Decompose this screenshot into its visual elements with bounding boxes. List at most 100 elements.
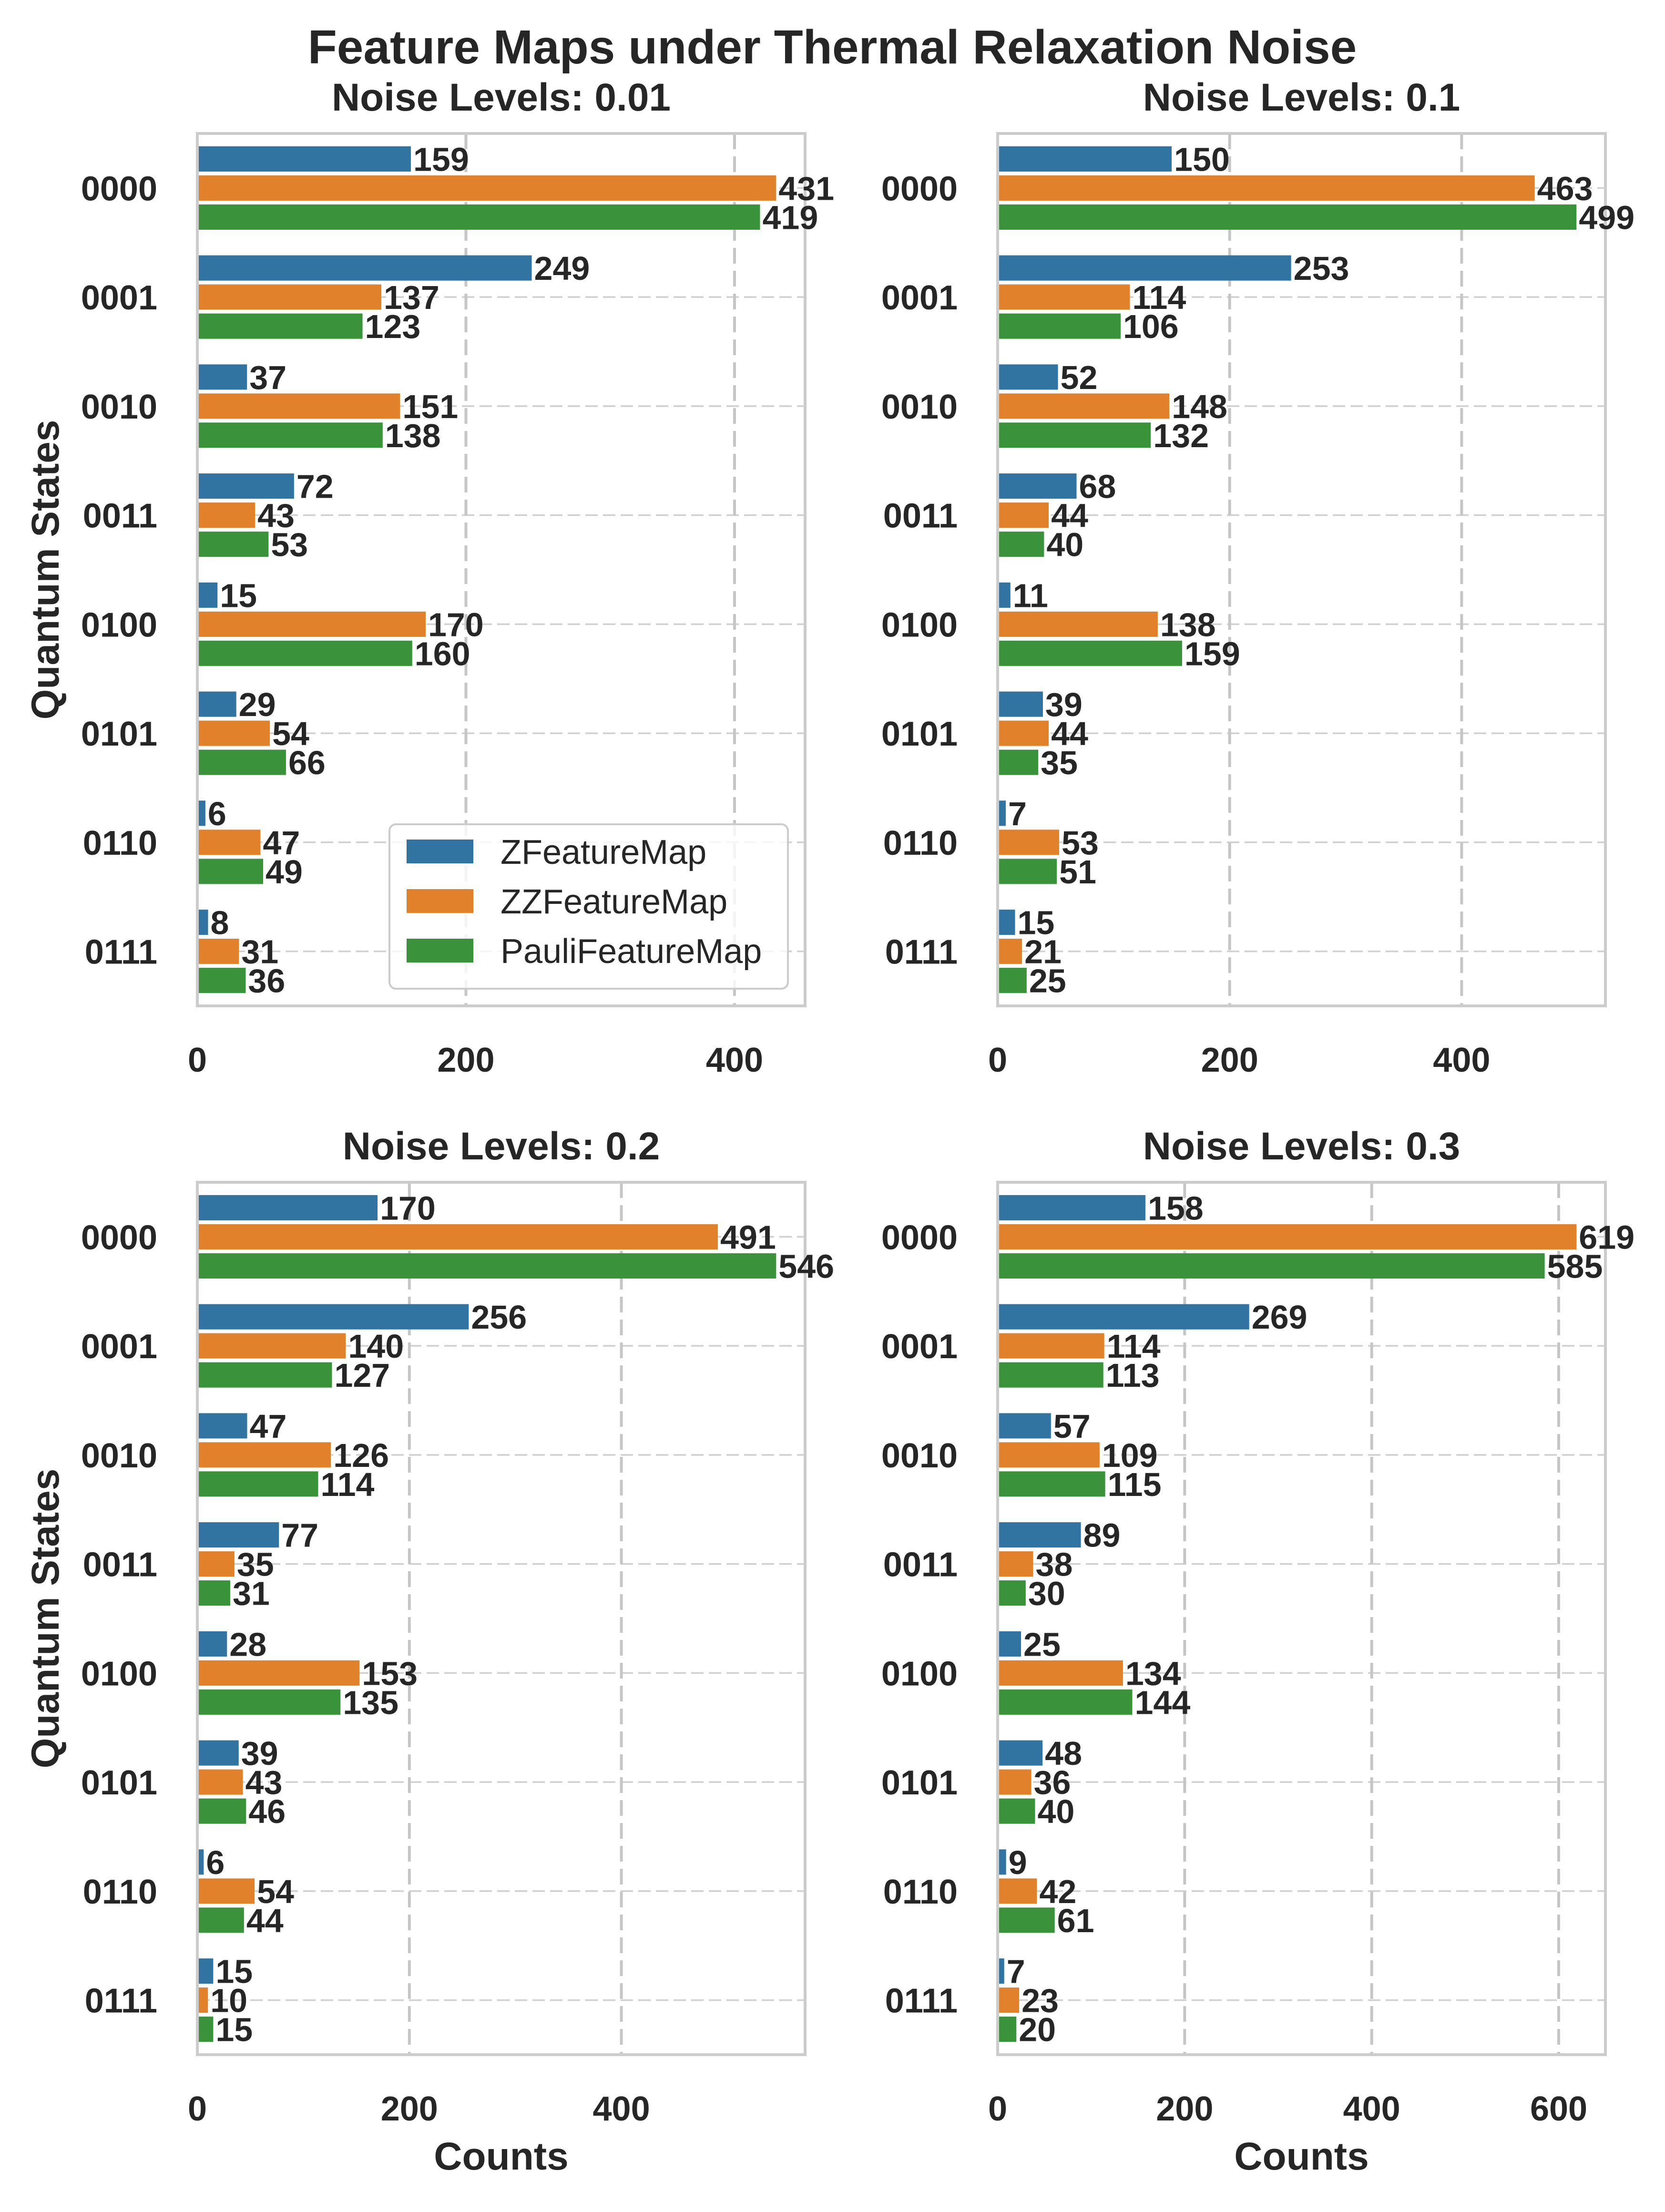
subplot-4: 158 269 57 89 25 48 9 7 619 114 109 38 134 36 42 23 585 1… [881, 1125, 1634, 2178]
bar-value-label: 21 [1024, 933, 1062, 971]
bar-paulifeaturemap-0010 [998, 422, 1151, 448]
bar-value-label: 114 [1132, 279, 1186, 316]
legend-frame [388, 823, 789, 990]
bar-zfeaturemap-0001 [197, 1304, 469, 1330]
legend-entry-zzfeaturemap: ZZFeatureMap [407, 883, 727, 921]
bar-zfeaturemap-0001 [998, 1304, 1249, 1330]
bar-paulifeaturemap-0111 [998, 2017, 1017, 2042]
bar-value-label: 20 [1019, 2011, 1056, 2048]
bar-value-label: 158 [1148, 1189, 1204, 1227]
bar-zzfeaturemap-0110 [197, 1878, 255, 1904]
bar-zzfeaturemap-0000 [197, 175, 776, 201]
bar-zzfeaturemap-0000 [998, 1224, 1577, 1249]
bar-value-label: 72 [296, 468, 334, 505]
bar-zfeaturemap-0110 [197, 1849, 204, 1875]
axes-frame [996, 132, 1607, 1007]
x-tick-label: 400 [593, 2090, 650, 2128]
bar-value-label: 66 [288, 744, 326, 781]
bar-value-label: 619 [1579, 1219, 1634, 1256]
y-tick-label: 0111 [85, 1982, 157, 2020]
legend-swatch [407, 939, 473, 963]
y-tick-label: 0000 [881, 170, 958, 208]
y-tick-label: 0011 [83, 1546, 157, 1584]
axes-frame [996, 1181, 1607, 2056]
bar-value-label: 140 [348, 1328, 404, 1365]
bar-zzfeaturemap-0111 [197, 1987, 208, 2013]
y-tick-label: 0101 [81, 1764, 157, 1802]
bar-value-label: 148 [1172, 388, 1227, 425]
bar-value-label: 6 [208, 795, 226, 832]
y-tick-label: 0011 [883, 497, 958, 535]
x-tick-label: 0 [988, 1041, 1007, 1079]
legend-swatch [407, 889, 473, 913]
x-tick-label: 200 [1156, 2090, 1213, 2128]
subplot-3: 170 256 47 77 28 39 6 15 491 140 126 35 153 43 54 10 546… [24, 1125, 834, 2178]
bar-value-label: 7 [1007, 1953, 1025, 1990]
y-tick-label: 0001 [81, 1328, 157, 1366]
bar-value-label: 123 [365, 308, 421, 345]
bar-zfeaturemap-0110 [998, 800, 1006, 826]
bar-value-label: 37 [249, 359, 286, 396]
bar-zzfeaturemap-0001 [998, 284, 1130, 310]
legend-swatch [407, 840, 473, 863]
bar-paulifeaturemap-0111 [998, 968, 1027, 993]
bar-value-label: 11 [1013, 577, 1048, 614]
y-tick-label: 0101 [881, 715, 958, 753]
bar-zzfeaturemap-0110 [197, 830, 261, 855]
y-tick-label: 0011 [83, 497, 157, 535]
bar-value-label: 51 [1059, 853, 1096, 891]
bar-value-label: 15 [215, 1953, 253, 1990]
bar-paulifeaturemap-0001 [197, 313, 363, 339]
bar-zfeaturemap-0100 [197, 582, 218, 608]
bar-value-label: 138 [385, 417, 441, 454]
bar-zfeaturemap-0010 [998, 1413, 1051, 1439]
bar-paulifeaturemap-0010 [998, 1471, 1105, 1497]
bar-value-label: 585 [1547, 1248, 1603, 1285]
bar-zzfeaturemap-0111 [998, 939, 1022, 964]
bar-value-label: 499 [1579, 199, 1634, 236]
bar-value-label: 150 [1174, 141, 1230, 178]
y-tick-label: 0110 [883, 824, 958, 862]
bar-value-label: 144 [1134, 1684, 1190, 1721]
y-tick-label: 0110 [83, 824, 157, 862]
bar-paulifeaturemap-0101 [998, 749, 1039, 775]
bar-paulifeaturemap-0010 [197, 422, 383, 448]
bar-value-label: 23 [1021, 1982, 1059, 2019]
bar-value-label: 170 [428, 606, 484, 643]
bar-paulifeaturemap-0011 [998, 1580, 1026, 1606]
y-tick-label: 0001 [881, 1328, 958, 1366]
bar-paulifeaturemap-0001 [197, 1362, 332, 1388]
bar-value-label: 115 [1108, 1466, 1162, 1503]
legend: ZFeatureMap ZZFeatureMap PauliFeatureMap [388, 823, 789, 990]
bar-value-label: 114 [1107, 1328, 1161, 1365]
bar-paulifeaturemap-0110 [998, 859, 1057, 884]
bar-value-label: 249 [534, 250, 590, 287]
subplot-title: Noise Levels: 0.3 [1143, 1125, 1460, 1168]
bar-value-label: 151 [402, 388, 458, 425]
subplot-2: 150 253 52 68 11 39 7 15 463 114 148 44 138 44 53 21 499… [881, 76, 1634, 1079]
y-tick-label: 0110 [883, 1873, 958, 1911]
bar-value-label: 10 [210, 1982, 247, 2019]
y-tick-label: 0101 [81, 715, 157, 753]
bar-paulifeaturemap-0011 [197, 1580, 230, 1606]
bar-zzfeaturemap-0100 [197, 1660, 360, 1686]
bar-value-label: 138 [1160, 606, 1216, 643]
bar-value-label: 44 [1051, 497, 1088, 534]
bar-zzfeaturemap-0011 [998, 1551, 1033, 1577]
bar-value-label: 170 [380, 1189, 436, 1227]
bar-zfeaturemap-0111 [998, 1958, 1004, 1984]
subplots: 1592493772152968431137151431705447314191… [24, 76, 1634, 2178]
bar-zzfeaturemap-0111 [197, 939, 239, 964]
bar-paulifeaturemap-0100 [998, 1689, 1133, 1715]
bar-value-label: 431 [778, 170, 834, 207]
bar-value-label: 159 [413, 141, 469, 178]
x-tick-label: 400 [1433, 1041, 1490, 1079]
bar-value-label: 109 [1102, 1437, 1158, 1474]
bar-paulifeaturemap-0001 [998, 313, 1121, 339]
bar-zfeaturemap-0010 [197, 1413, 247, 1439]
y-axis-label: Quantum States [24, 420, 67, 720]
bar-value-label: 44 [246, 1902, 284, 1939]
bar-value-label: 36 [248, 963, 285, 1000]
bar-value-label: 61 [1057, 1902, 1094, 1939]
